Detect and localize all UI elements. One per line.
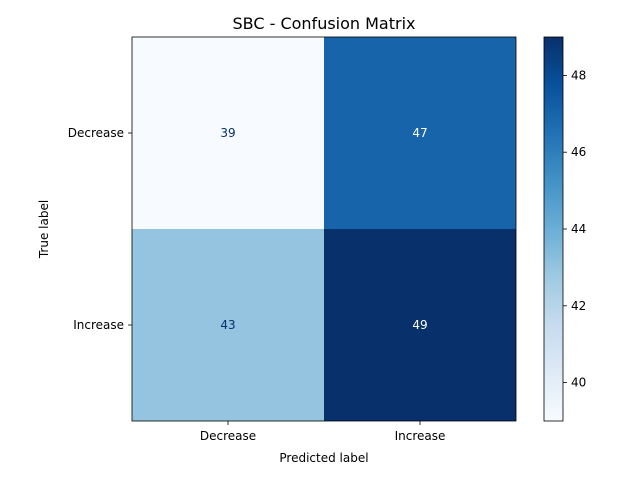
colorbar-tick-label-4: 48 — [571, 68, 586, 82]
y-tick-label-0: Decrease — [68, 126, 124, 140]
cell-0-1 — [324, 37, 516, 229]
heatmap-cell-labels: 39 47 43 49 — [220, 126, 427, 332]
colorbar-tick-label-3: 46 — [571, 145, 586, 159]
cell-value-0-0: 39 — [220, 126, 235, 140]
x-tick-label-1: Increase — [395, 429, 446, 443]
heatmap-cells — [131, 36, 517, 422]
x-tick-label-0: Decrease — [200, 429, 256, 443]
chart-title: SBC - Confusion Matrix — [232, 14, 415, 33]
cell-0-0 — [132, 37, 324, 229]
plot-frame — [131, 36, 517, 422]
cell-value-0-1: 47 — [412, 126, 427, 140]
colorbar-tick-label-0: 40 — [571, 376, 586, 390]
cell-value-1-1: 49 — [412, 318, 427, 332]
cell-value-1-0: 43 — [220, 318, 235, 332]
colorbar-tick-label-1: 42 — [571, 299, 586, 313]
x-axis-label: Predicted label — [279, 451, 368, 465]
y-axis-label: True label — [37, 200, 51, 259]
x-axis-ticks: Decrease Increase — [200, 421, 446, 443]
colorbar-gradient — [544, 37, 563, 421]
cell-1-1 — [324, 229, 516, 421]
y-tick-label-1: Increase — [73, 318, 124, 332]
y-axis-ticks: Decrease Increase — [68, 126, 132, 332]
colorbar: 40 42 44 46 48 — [543, 36, 586, 422]
colorbar-tick-label-2: 44 — [571, 222, 586, 236]
cell-1-0 — [132, 229, 324, 421]
